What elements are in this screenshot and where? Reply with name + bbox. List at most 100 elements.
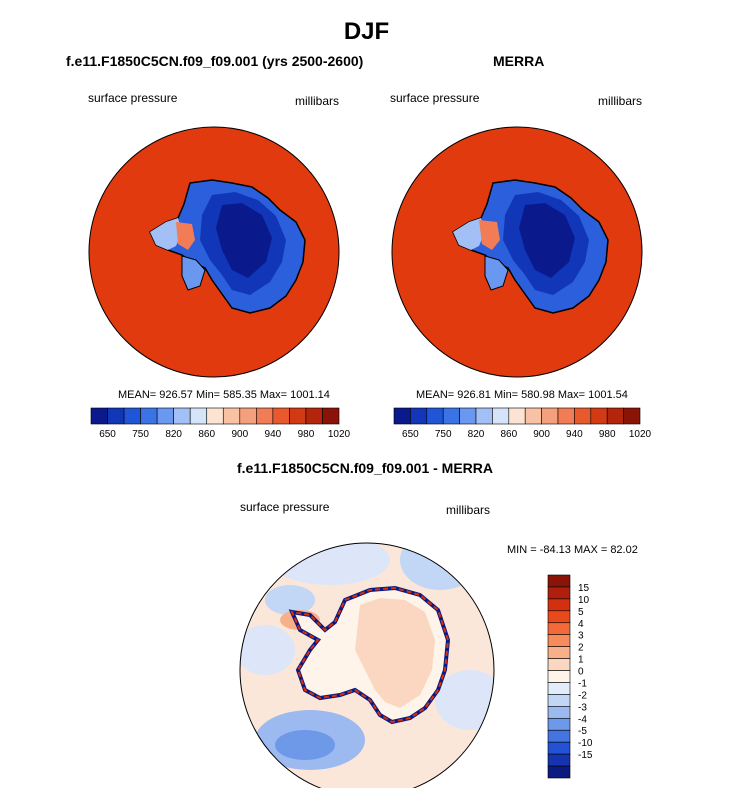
colorbar-swatch [206, 407, 224, 425]
colorbar-tick-label: -1 [578, 678, 587, 689]
colorbar-tick-label: -4 [578, 714, 587, 725]
colorbar-swatch [239, 407, 257, 425]
colorbar-swatch [623, 407, 641, 425]
colorbar-swatch [547, 682, 571, 695]
colorbar-swatch [475, 407, 493, 425]
figure-title: DJF [343, 18, 390, 45]
colorbar-swatch [508, 407, 526, 425]
obs-antarctica [452, 179, 609, 314]
model-variable-label: surface pressure [88, 91, 178, 105]
diff-panel-title: f.e11.F1850C5CN.f09_f09.001 - MERRA [237, 460, 494, 476]
obs-panel-title: MERRA [493, 53, 545, 69]
colorbar-swatch [547, 634, 571, 647]
model-antarctica [149, 179, 306, 314]
model-units-label: millibars [295, 94, 340, 108]
colorbar-swatch [547, 610, 571, 624]
colorbar-swatch [459, 407, 477, 425]
colorbar-tick-label: 820 [468, 429, 485, 440]
colorbar-tick-label: -3 [578, 702, 587, 713]
colorbar-tick-label: 900 [231, 429, 248, 440]
colorbar-swatch [547, 646, 571, 659]
obs-variable-label: surface pressure [390, 91, 480, 105]
colorbar-swatch [547, 765, 571, 779]
colorbar-swatch [547, 598, 571, 612]
diff-map [239, 542, 495, 788]
colorbar-tick-label: 860 [198, 429, 215, 440]
colorbar-swatch [305, 407, 323, 425]
model-map [88, 126, 340, 378]
colorbar-swatch [547, 670, 571, 683]
colorbar-swatch [140, 407, 158, 425]
colorbar-swatch [173, 407, 191, 425]
colorbar-swatch [547, 622, 571, 636]
colorbar-tick-label: 1020 [629, 429, 652, 440]
colorbar-tick-label: 3 [578, 631, 584, 642]
colorbar-tick-label: 820 [165, 429, 182, 440]
colorbar-tick-label: 650 [99, 429, 116, 440]
colorbar-swatch [547, 729, 571, 743]
model-stats-text: MEAN= 926.57 Min= 585.35 Max= 1001.14 [118, 389, 330, 401]
colorbar-swatch [289, 407, 307, 425]
colorbar-swatch [123, 407, 141, 425]
colorbar-tick-label: -15 [578, 750, 593, 761]
colorbar-tick-label: 1020 [328, 429, 351, 440]
obs-units-label: millibars [598, 94, 643, 108]
diff-fields [240, 543, 494, 770]
colorbar-swatch [547, 753, 571, 767]
colorbar-swatch [426, 407, 444, 425]
diff-variable-label: surface pressure [240, 500, 330, 514]
model-panel-title: f.e11.F1850C5CN.f09_f09.001 (yrs 2500-26… [66, 53, 364, 69]
colorbar-tick-label: 750 [435, 429, 452, 440]
colorbar-swatch [256, 407, 274, 425]
obs-colorbar: 650 750 820 860 900 940 980 1020 [393, 407, 652, 440]
colorbar-swatch [442, 407, 460, 425]
colorbar-tick-label: 860 [500, 429, 517, 440]
diff-units-label: millibars [446, 503, 491, 517]
obs-stats-text: MEAN= 926.81 Min= 580.98 Max= 1001.54 [416, 389, 628, 401]
colorbar-swatch [547, 658, 571, 671]
colorbar-swatch [189, 407, 208, 425]
colorbar-swatch [547, 741, 571, 755]
colorbar-tick-label: 0 [578, 667, 584, 678]
colorbar-tick-label: -5 [578, 726, 587, 737]
model-colorbar: 650 750 820 860 900 940 980 1020 [90, 407, 351, 440]
obs-map [391, 126, 643, 378]
colorbar-tick-label: -10 [578, 738, 593, 749]
colorbar-swatch [590, 407, 608, 425]
colorbar-swatch [541, 407, 559, 425]
colorbar-swatch [547, 574, 571, 588]
colorbar-swatch [107, 407, 125, 425]
colorbar-tick-label: 10 [578, 595, 590, 606]
colorbar-swatch [90, 407, 108, 425]
colorbar-tick-label: 1 [578, 655, 584, 666]
colorbar-tick-label: 5 [578, 607, 584, 618]
colorbar-swatch [156, 407, 174, 425]
colorbar-tick-label: 900 [533, 429, 550, 440]
diff-minmax-text: MIN = -84.13 MAX = 82.02 [507, 544, 638, 556]
colorbar-swatch [524, 407, 542, 425]
colorbar-swatch [322, 407, 340, 425]
colorbar-swatch [547, 706, 571, 719]
colorbar-tick-label: 650 [402, 429, 419, 440]
colorbar-swatch [547, 586, 571, 600]
colorbar-swatch [547, 717, 571, 731]
colorbar-swatch [492, 407, 510, 425]
colorbar-swatch [272, 407, 290, 425]
colorbar-tick-label: 980 [599, 429, 616, 440]
colorbar-swatch [606, 407, 624, 425]
colorbar-tick-label: 2 [578, 643, 584, 654]
colorbar-swatch [410, 407, 428, 425]
colorbar-tick-label: 980 [298, 429, 315, 440]
colorbar-swatch [574, 407, 592, 425]
colorbar-tick-label: 750 [132, 429, 149, 440]
colorbar-swatch [222, 407, 241, 425]
colorbar-tick-label: 940 [265, 429, 282, 440]
colorbar-swatch [547, 694, 571, 707]
colorbar-tick-label: -2 [578, 690, 587, 701]
colorbar-tick-label: 15 [578, 583, 590, 594]
colorbar-tick-label: 940 [566, 429, 583, 440]
colorbar-swatch [393, 407, 411, 425]
colorbar-swatch [557, 407, 575, 425]
